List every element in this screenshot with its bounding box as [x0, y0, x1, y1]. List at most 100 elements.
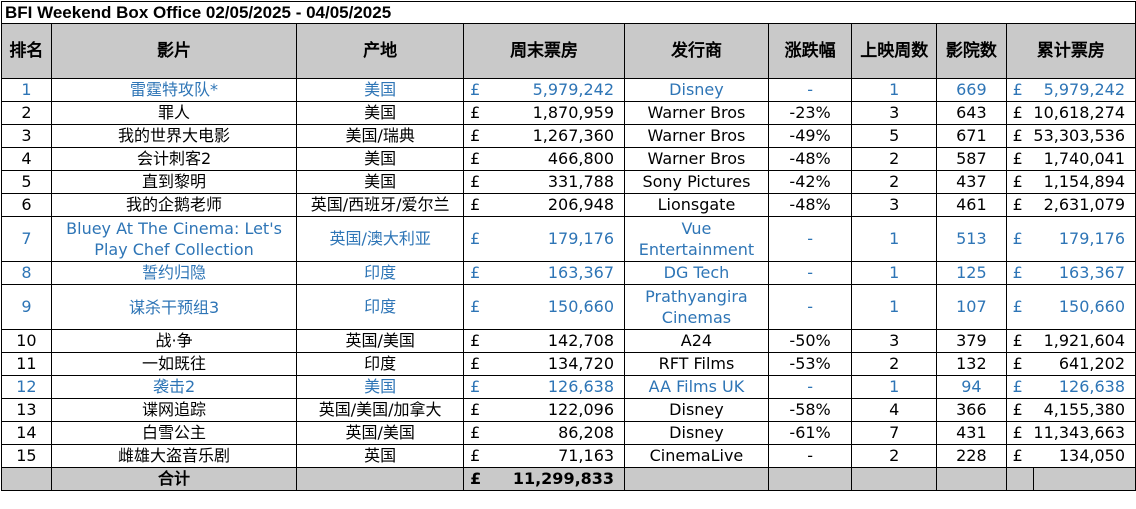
weekend-gross-cell: 5,979,242	[490, 78, 626, 102]
rank-cell: 1	[1, 78, 52, 102]
weekend-gross-cell: 142,708	[490, 329, 626, 353]
cinemas-cell: 513	[936, 216, 1007, 262]
origin-cell: 印度	[296, 284, 465, 330]
film-cell: 一如既往	[50, 352, 298, 376]
total-gross-cell: 179,176	[1033, 216, 1136, 262]
weekend-gross-cell: 71,163	[490, 444, 626, 468]
cinemas-cell: 366	[936, 398, 1007, 422]
header-weeks: 上映周数	[851, 23, 938, 79]
origin-cell: 英国	[296, 444, 465, 468]
total-currency: £	[1005, 352, 1034, 376]
weeks-cell: 1	[851, 261, 938, 285]
total-currency: £	[1005, 170, 1034, 194]
rank-cell: 12	[1, 375, 52, 399]
box-office-table: BFI Weekend Box Office 02/05/2025 - 04/0…	[1, 1, 1136, 491]
film-cell: 白雪公主	[50, 421, 298, 445]
total-gross-cell: 1,154,894	[1033, 170, 1136, 194]
film-cell: Bluey At The Cinema: Let's Play Chef Col…	[50, 216, 298, 262]
total-currency: £	[1005, 78, 1034, 102]
film-cell: 罪人	[50, 101, 298, 125]
weekend-gross-cell: 466,800	[490, 147, 626, 171]
rank-cell: 8	[1, 261, 52, 285]
film-cell: 直到黎明	[50, 170, 298, 194]
total-gross-cell: 11,343,663	[1033, 421, 1136, 445]
weekend-gross-cell: 179,176	[490, 216, 626, 262]
table-row: 14 白雪公主 英国/美国 £86,208 Disney -61% 7 431 £11,343,…	[1, 421, 1136, 445]
header-distributor: 发行商	[624, 23, 769, 79]
weekend-gross-cell: 122,096	[490, 398, 626, 422]
change-cell: -	[767, 261, 853, 285]
table-row: 13 谍网追踪 英国/美国/加拿大 £122,096 Disney -58% 4 366 £4,…	[1, 398, 1136, 422]
table-row: 9 谋杀干预组3 印度 £150,660 Prathyangira Cinemas -1 1…	[1, 284, 1136, 330]
distributor-cell: Disney	[624, 78, 769, 102]
cinemas-cell: 461	[936, 193, 1007, 217]
change-cell: -49%	[767, 124, 853, 148]
total-currency: £	[1005, 284, 1034, 330]
total-gross-cell: 4,155,380	[1033, 398, 1136, 422]
rank-cell: 3	[1, 124, 52, 148]
distributor-cell: A24	[624, 329, 769, 353]
header-total-gross: 累计票房	[1005, 23, 1136, 79]
weeks-cell: 7	[851, 421, 938, 445]
header-origin: 产地	[296, 23, 465, 79]
origin-cell: 美国	[296, 170, 465, 194]
distributor-cell: AA Films UK	[624, 375, 769, 399]
rank-cell: 6	[1, 193, 52, 217]
total-weekend-gross: 11,299,833	[490, 467, 626, 491]
weekend-currency: £	[463, 261, 491, 285]
total-gross-cell: 126,638	[1033, 375, 1136, 399]
rank-cell: 7	[1, 216, 52, 262]
total-gross-cell: 10,618,274	[1033, 101, 1136, 125]
rank-cell: 9	[1, 284, 52, 330]
weekend-currency: £	[463, 78, 491, 102]
total-currency: £	[1005, 193, 1034, 217]
total-spacer	[767, 467, 853, 491]
cinemas-cell: 643	[936, 101, 1007, 125]
weeks-cell: 1	[851, 375, 938, 399]
total-currency: £	[1005, 101, 1034, 125]
origin-cell: 美国	[296, 78, 465, 102]
total-spacer	[624, 467, 769, 491]
table-row: 3 我的世界大电影 美国/瑞典 £1,267,360 Warner Bros -49% 5 6…	[1, 124, 1136, 148]
total-gross-cell: 163,367	[1033, 261, 1136, 285]
cinemas-cell: 669	[936, 78, 1007, 102]
cinemas-cell: 132	[936, 352, 1007, 376]
weeks-cell: 3	[851, 101, 938, 125]
sheet-title: BFI Weekend Box Office 02/05/2025 - 04/0…	[1, 1, 1136, 24]
distributor-cell: Disney	[624, 421, 769, 445]
change-cell: -61%	[767, 421, 853, 445]
weekend-gross-cell: 206,948	[490, 193, 626, 217]
cinemas-cell: 671	[936, 124, 1007, 148]
weekend-currency: £	[463, 329, 491, 353]
rank-cell: 15	[1, 444, 52, 468]
distributor-cell: Disney	[624, 398, 769, 422]
change-cell: -50%	[767, 329, 853, 353]
origin-cell: 英国/美国	[296, 421, 465, 445]
origin-cell: 美国/瑞典	[296, 124, 465, 148]
origin-cell: 英国/澳大利亚	[296, 216, 465, 262]
weeks-cell: 2	[851, 352, 938, 376]
weeks-cell: 2	[851, 170, 938, 194]
weekend-currency: £	[463, 124, 491, 148]
origin-cell: 英国/美国/加拿大	[296, 398, 465, 422]
total-row: 合计 £11,299,833	[1, 467, 1136, 491]
header-film: 影片	[50, 23, 298, 79]
weekend-gross-cell: 86,208	[490, 421, 626, 445]
origin-cell: 印度	[296, 261, 465, 285]
header-cinemas: 影院数	[936, 23, 1007, 79]
origin-cell: 英国/西班牙/爱尔兰	[296, 193, 465, 217]
film-cell: 我的企鹅老师	[50, 193, 298, 217]
table-row: 6 我的企鹅老师 英国/西班牙/爱尔兰 £206,948 Lionsgate -48% 3 4…	[1, 193, 1136, 217]
weekend-currency: £	[463, 352, 491, 376]
rank-cell: 11	[1, 352, 52, 376]
total-currency: £	[1005, 147, 1034, 171]
change-cell: -	[767, 284, 853, 330]
total-currency: £	[1005, 124, 1034, 148]
change-cell: -48%	[767, 147, 853, 171]
cinemas-cell: 94	[936, 375, 1007, 399]
weekend-gross-cell: 163,367	[490, 261, 626, 285]
film-cell: 袭击2	[50, 375, 298, 399]
header-change: 涨跌幅	[767, 23, 853, 79]
origin-cell: 印度	[296, 352, 465, 376]
